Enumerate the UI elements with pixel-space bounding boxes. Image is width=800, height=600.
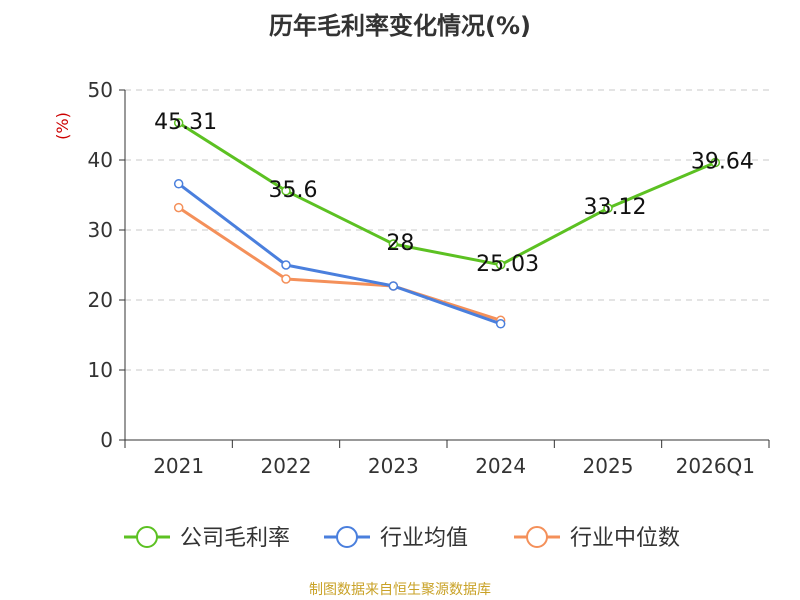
data-label: 45.31: [154, 110, 217, 135]
data-point[interactable]: [495, 260, 506, 270]
legend-label: 公司毛利率: [180, 526, 290, 551]
legend: 公司毛利率 行业均值 行业中位数: [124, 526, 680, 551]
y-tick-label: 40: [88, 148, 113, 172]
series-line-1: [177, 182, 502, 326]
series-line-0: [177, 121, 716, 267]
chart-title: 历年毛利率变化情况(%): [269, 12, 531, 40]
x-tick-label: 2024: [475, 454, 526, 478]
legend-marker: [136, 526, 158, 548]
data-point[interactable]: [281, 260, 291, 270]
data-point[interactable]: [495, 319, 506, 329]
data-label: 25.03: [476, 252, 539, 277]
series-layer: [173, 118, 721, 329]
data-point[interactable]: [603, 203, 613, 213]
legend-marker: [526, 526, 548, 548]
data-label: 33.12: [584, 195, 647, 220]
data-labels: 45.31 35.6 28 25.03 33.12 39.64: [154, 110, 754, 277]
data-point[interactable]: [173, 179, 184, 189]
x-tick-label: 2023: [368, 454, 419, 478]
data-label: 39.64: [691, 150, 754, 175]
x-tick-label: 2022: [261, 454, 312, 478]
y-axis-label: (%): [53, 112, 72, 140]
legend-marker: [336, 526, 358, 548]
axes: 0 10 20 30 40 50 2021 2022 2023 2024 2025 2026Q1 (%): [53, 78, 770, 478]
data-point[interactable]: [173, 202, 184, 213]
y-tick-label: 0: [100, 428, 113, 452]
x-tick-label: 2021: [153, 454, 204, 478]
series-line-2: [177, 206, 502, 322]
data-point[interactable]: [281, 186, 291, 196]
source-footer: 制图数据来自恒生聚源数据库: [309, 582, 491, 598]
data-point[interactable]: [173, 118, 184, 128]
y-tick-label: 20: [88, 288, 113, 312]
data-point[interactable]: [281, 274, 291, 284]
data-label: 28: [386, 231, 414, 256]
y-tick-label: 10: [88, 358, 113, 382]
legend-item-2[interactable]: 行业中位数: [514, 526, 680, 551]
data-point[interactable]: [388, 281, 399, 291]
data-label: 35.6: [269, 178, 318, 203]
x-tick-label: 2025: [583, 454, 634, 478]
data-point[interactable]: [388, 239, 399, 249]
y-tick-label: 30: [88, 218, 113, 242]
data-point[interactable]: [710, 157, 721, 168]
legend-item-0[interactable]: 公司毛利率: [124, 526, 290, 551]
y-tick-label: 50: [88, 78, 113, 102]
legend-label: 行业中位数: [570, 526, 680, 551]
grid-lines: [125, 89, 769, 371]
legend-item-1[interactable]: 行业均值: [324, 526, 468, 551]
x-tick-label: 2026Q1: [676, 454, 755, 478]
legend-label: 行业均值: [380, 526, 468, 551]
